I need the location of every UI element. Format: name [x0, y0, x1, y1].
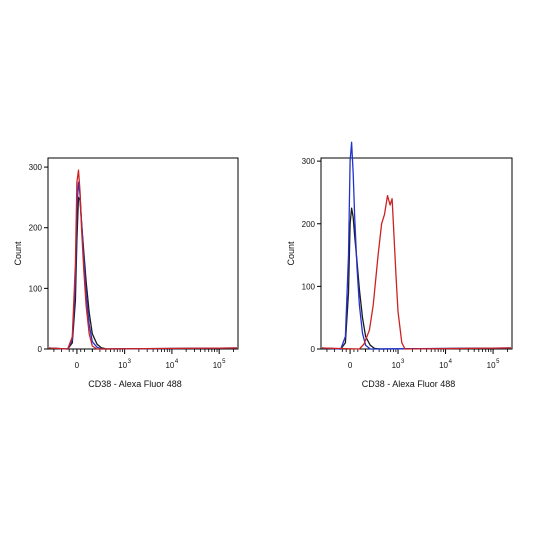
- x-tick-exponent: 5: [222, 359, 226, 365]
- x-axis-label: CD38 - Alexa Fluor 488: [88, 379, 182, 389]
- x-tick-exponent: 4: [175, 359, 179, 365]
- x-tick-exponent: 4: [449, 359, 453, 365]
- x-tick-exponent: 3: [128, 359, 132, 365]
- x-tick-label: 10: [213, 361, 222, 370]
- y-tick-label: 300: [302, 157, 316, 166]
- y-tick-label: 100: [29, 284, 43, 293]
- x-tick-label: 0: [75, 361, 80, 370]
- y-tick-label: 200: [29, 224, 43, 233]
- y-tick-label: 100: [302, 282, 316, 291]
- x-tick-label: 10: [392, 361, 401, 370]
- y-axis-label: Count: [286, 241, 296, 266]
- x-tick-label: 10: [165, 361, 174, 370]
- x-tick-label: 10: [439, 361, 448, 370]
- histogram-series-1: [321, 207, 512, 350]
- histogram-series-3: [48, 169, 238, 350]
- histogram-series-2: [48, 181, 238, 350]
- y-tick-label: 200: [302, 220, 316, 229]
- histogram-series-3: [321, 194, 512, 350]
- histogram-series-2: [321, 141, 512, 350]
- x-tick-label: 0: [348, 361, 353, 370]
- x-tick-label: 10: [118, 361, 127, 370]
- x-tick-label: 10: [487, 361, 496, 370]
- y-axis-label: Count: [13, 241, 23, 266]
- x-axis-label: CD38 - Alexa Fluor 488: [362, 379, 456, 389]
- y-tick-label: 0: [38, 345, 43, 354]
- x-tick-exponent: 5: [496, 359, 500, 365]
- y-tick-label: 300: [29, 163, 43, 172]
- y-tick-label: 0: [311, 345, 316, 354]
- x-tick-exponent: 3: [401, 359, 405, 365]
